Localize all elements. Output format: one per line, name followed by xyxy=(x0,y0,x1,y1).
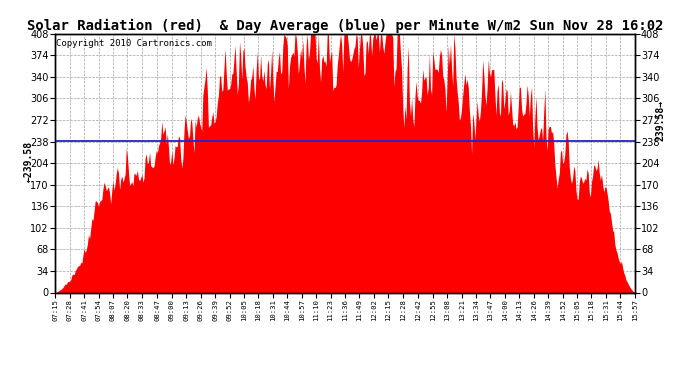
Title: Solar Radiation (red)  & Day Average (blue) per Minute W/m2 Sun Nov 28 16:02: Solar Radiation (red) & Day Average (blu… xyxy=(27,18,663,33)
Text: Copyright 2010 Cartronics.com: Copyright 2010 Cartronics.com xyxy=(56,39,212,48)
Text: ←239.58: ←239.58 xyxy=(24,141,34,182)
Text: 239.58→: 239.58→ xyxy=(656,99,666,141)
